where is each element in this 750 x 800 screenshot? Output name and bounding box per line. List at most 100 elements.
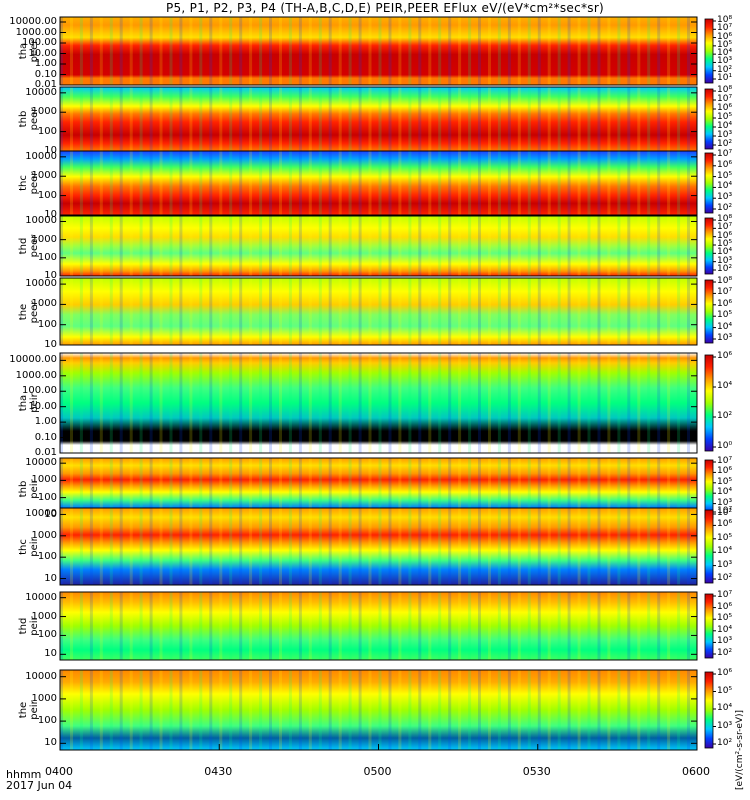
colorbar-tick-label: 10³ [717, 255, 733, 266]
colorbar-tick-label: 10⁵ [717, 170, 733, 181]
y-tick-label: 100 [37, 251, 57, 263]
colorbar [704, 459, 714, 519]
colorbar-tick-label: 10³ [717, 130, 733, 140]
panel-frame [59, 352, 698, 454]
y-tick-label: 10 [44, 572, 57, 584]
y-tick-label: 0.01 [34, 79, 57, 90]
panel-label: thb peir [18, 479, 40, 499]
spectrogram-image [60, 508, 697, 585]
colorbar-tick-label: 10⁶ [717, 519, 733, 530]
colorbar-tick-label: 10⁶ [717, 466, 733, 477]
colorbar-tick-label: 10⁸ [717, 214, 733, 224]
panel-6 [59, 352, 716, 454]
colorbar [704, 279, 714, 344]
y-tick-label: 1000 [31, 529, 57, 541]
colorbar-tick-label: 10⁴ [717, 321, 733, 332]
y-tick-label: 10 [44, 339, 57, 350]
panel-label: thb peer [18, 107, 40, 131]
y-tick-label: 1000 [31, 233, 57, 245]
panel-label: the peer [18, 300, 40, 323]
colorbar-tick-label: 10⁵ [717, 476, 733, 487]
colorbar-tick-label: 10⁴ [717, 48, 733, 59]
y-tick-label: 1.00 [34, 58, 57, 69]
spectrogram-image [60, 17, 697, 85]
y-tick-label: 100 [37, 629, 57, 641]
panel-label: tha peir [18, 393, 40, 413]
colorbar-tick-label: 10³ [717, 192, 733, 203]
y-tick-label: 100 [37, 189, 57, 201]
y-tick-label: 1000 [31, 474, 57, 486]
colorbar-tick-label: 10⁵ [717, 685, 733, 696]
y-tick-label: 1000 [31, 106, 57, 118]
x-tick-label: 0600 [682, 765, 710, 778]
colorbar-tick-label: 10³ [717, 559, 733, 570]
y-tick-label: 10 [44, 209, 57, 220]
spectrogram-image [60, 670, 697, 750]
spectrogram-image [60, 87, 697, 151]
y-tick-label: 10000 [25, 278, 57, 290]
colorbar-tick-label: 10³ [717, 56, 733, 67]
colorbar-tick-label: 10⁴ [717, 381, 733, 391]
colorbar-tick-label: 10⁴ [717, 703, 733, 713]
colorbar-tick-label: 10³ [717, 720, 733, 731]
panel-frame [59, 591, 698, 661]
colorbar-tick-label: 10⁵ [717, 310, 733, 321]
colorbar-tick-label: 10² [717, 738, 733, 748]
colorbar-tick-label: 10⁷ [717, 94, 733, 104]
colorbar-tick-label: 10⁴ [717, 247, 733, 258]
y-tick-label: 1000 [31, 692, 57, 704]
colorbar-tick-label: 10⁵ [717, 532, 733, 543]
colorbar-tick-label: 10⁷ [717, 149, 733, 159]
y-tick-label: 10000 [25, 150, 57, 162]
panel-label: thc peir [18, 536, 40, 557]
y-tick-label: 10.00 [28, 47, 57, 59]
spectrogram-image [60, 151, 697, 215]
colorbar-label: [eV/(cm²-s-sr-eV)] [735, 709, 745, 790]
colorbar-tick-label: 10³ [717, 333, 733, 343]
y-tick-label: 1000 [31, 298, 57, 310]
panel-label: thd peer [18, 234, 40, 258]
y-tick-label: 10000.00 [9, 354, 57, 366]
panel-3 [59, 150, 716, 216]
y-tick-label: 100.00 [22, 385, 57, 397]
y-tick-label: 10000 [25, 86, 57, 98]
colorbar-tick-label: 10⁸ [717, 276, 733, 286]
y-tick-label: 100 [37, 125, 57, 137]
colorbar-tick-label: 10⁵ [717, 613, 733, 624]
colorbar-tick-label: 10² [717, 411, 733, 421]
y-tick-label: 100 [37, 551, 57, 563]
colorbar-tick-label: 10⁷ [717, 222, 733, 233]
y-tick-label: 100 [37, 491, 57, 503]
y-tick-label: 100 [37, 318, 57, 330]
panel-5 [59, 277, 716, 346]
colorbar-tick-label: 10⁷ [717, 456, 733, 466]
colorbar-tick-label: 10⁵ [717, 39, 733, 50]
colorbar-tick-label: 10³ [717, 497, 733, 508]
colorbar-tick-label: 10² [717, 573, 733, 583]
y-tick-label: 10 [44, 648, 57, 660]
colorbar [704, 217, 714, 275]
panel-8 [59, 507, 716, 586]
panel-frame [59, 215, 698, 277]
figure-title: P5, P1, P2, P3, P4 (TH-A,B,C,D,E) PEIR,P… [165, 1, 605, 15]
y-tick-label: 0.10 [34, 431, 57, 443]
spectrogram-image [60, 216, 697, 276]
spectrogram-image [60, 353, 697, 453]
colorbar-tick-label: 10⁶ [717, 103, 733, 113]
y-tick-label: 10000 [25, 215, 57, 227]
colorbar-tick-label: 10⁶ [717, 159, 733, 170]
colorbar [704, 152, 714, 214]
colorbar-tick-label: 10² [717, 648, 733, 658]
date-label: 2017 Jun 04 [6, 779, 73, 792]
colorbar-tick-label: 10⁶ [717, 298, 733, 309]
colorbar-tick-label: 10⁷ [717, 23, 733, 34]
colorbar-tick-label: 10⁸ [717, 85, 733, 95]
colorbar [704, 593, 714, 659]
panel-frame [59, 507, 698, 586]
colorbar-tick-label: 10⁶ [717, 601, 733, 612]
spectrogram-image [60, 278, 697, 345]
colorbar-tick-label: 10⁴ [717, 546, 733, 557]
y-tick-label: 1000.00 [15, 26, 57, 38]
panel-1 [59, 16, 716, 86]
